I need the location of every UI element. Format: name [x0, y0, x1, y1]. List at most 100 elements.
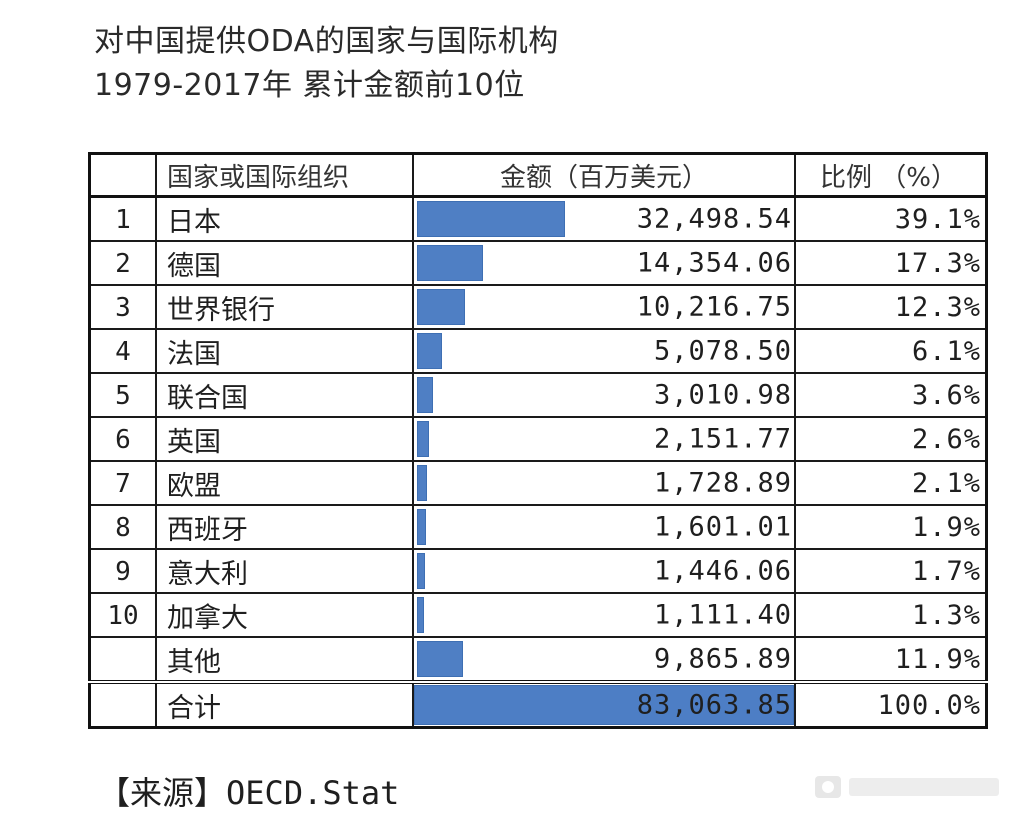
pct-text: 6.1%: [911, 335, 981, 367]
table-row: 2 德国 14,354.06 17.3%: [88, 240, 988, 286]
watermark-logo: [815, 776, 999, 798]
header-rank: [88, 152, 157, 198]
rank-cell: 8: [88, 504, 157, 550]
rank-cell: 4: [88, 328, 157, 374]
title-line-1: 对中国提供ODA的国家与国际机构: [94, 24, 559, 59]
amount-cell: 1,728.89: [412, 460, 796, 506]
amount-cell: 1,111.40: [412, 592, 796, 638]
name-cell: 世界银行: [155, 284, 414, 330]
rank-cell: 5: [88, 372, 157, 418]
amount-text: 1,728.89: [653, 467, 792, 499]
name-cell: 欧盟: [155, 460, 414, 506]
pct-text: 11.9%: [894, 643, 981, 675]
rank-cell: 2: [88, 240, 157, 286]
amount-cell: 10,216.75: [412, 284, 796, 330]
pct-cell: 1.9%: [794, 504, 988, 550]
pct-cell: 12.3%: [794, 284, 988, 330]
table-row: 6 英国 2,151.77 2.6%: [88, 416, 988, 462]
name-cell: 合计: [155, 680, 414, 729]
pct-cell: 39.1%: [794, 195, 988, 242]
pct-text: 1.3%: [911, 599, 981, 631]
name-cell: 英国: [155, 416, 414, 462]
pct-text: 12.3%: [894, 291, 981, 323]
rank-text: 8: [115, 512, 131, 543]
table-row: 4 法国 5,078.50 6.1%: [88, 328, 988, 374]
rank-cell: 7: [88, 460, 157, 506]
amount-bar: [417, 289, 465, 325]
pct-text: 2.1%: [911, 467, 981, 499]
amount-text: 32,498.54: [636, 203, 792, 235]
amount-bar: [417, 465, 427, 501]
rank-cell: 6: [88, 416, 157, 462]
amount-cell: 1,601.01: [412, 504, 796, 550]
table-row: 5 联合国 3,010.98 3.6%: [88, 372, 988, 418]
pct-cell: 3.6%: [794, 372, 988, 418]
pct-text: 2.6%: [911, 423, 981, 455]
amount-cell: 83,063.85: [412, 680, 796, 729]
pct-cell: 2.6%: [794, 416, 988, 462]
name-cell: 联合国: [155, 372, 414, 418]
pct-cell: 1.3%: [794, 592, 988, 638]
amount-bar: [417, 377, 433, 413]
table-body: 1 日本 32,498.54 39.1% 2 德国 14,354.06 17.3% 3 世界银行 1…: [88, 195, 988, 729]
pct-cell: 11.9%: [794, 636, 988, 683]
amount-cell: 5,078.50: [412, 328, 796, 374]
name-cell: 意大利: [155, 548, 414, 594]
header-pct: 比例 （%）: [794, 152, 988, 198]
name-cell: 西班牙: [155, 504, 414, 550]
amount-cell: 3,010.98: [412, 372, 796, 418]
amount-bar: [417, 641, 463, 677]
rank-cell: [88, 636, 157, 683]
amount-text: 1,446.06: [653, 555, 792, 587]
table-row: 8 西班牙 1,601.01 1.9%: [88, 504, 988, 550]
total-bar: [415, 685, 793, 725]
rank-cell: 1: [88, 195, 157, 242]
rank-text: 4: [115, 336, 131, 367]
pct-cell: 17.3%: [794, 240, 988, 286]
source-note: 【来源】OECD.Stat: [98, 768, 399, 814]
table-total-row: 合计 83,063.85 100.0%: [88, 680, 988, 729]
pct-text: 100.0%: [877, 689, 981, 721]
rank-text: 10: [107, 600, 139, 631]
pct-text: 1.9%: [911, 511, 981, 543]
name-cell: 加拿大: [155, 592, 414, 638]
pct-text: 1.7%: [911, 555, 981, 587]
amount-text: 10,216.75: [636, 291, 792, 323]
name-cell: 德国: [155, 240, 414, 286]
rank-cell: 10: [88, 592, 157, 638]
rank-text: 5: [115, 380, 131, 411]
name-cell: 法国: [155, 328, 414, 374]
pct-cell: 2.1%: [794, 460, 988, 506]
amount-bar: [417, 201, 565, 237]
rank-text: 9: [115, 556, 131, 587]
amount-text: 2,151.77: [653, 423, 792, 455]
pct-text: 3.6%: [911, 379, 981, 411]
table-row: 9 意大利 1,446.06 1.7%: [88, 548, 988, 594]
amount-cell: 14,354.06: [412, 240, 796, 286]
table-row: 3 世界银行 10,216.75 12.3%: [88, 284, 988, 330]
name-cell: 其他: [155, 636, 414, 683]
amount-text: 9,865.89: [653, 643, 792, 675]
amount-cell: 1,446.06: [412, 548, 796, 594]
rank-text: 7: [115, 468, 131, 499]
amount-text: 14,354.06: [636, 247, 792, 279]
header-amount: 金额（百万美元）: [412, 152, 796, 198]
source-text: OECD.Stat: [226, 774, 400, 812]
amount-bar: [417, 597, 424, 633]
amount-bar: [417, 245, 483, 281]
table-row: 1 日本 32,498.54 39.1%: [88, 195, 988, 242]
oda-table: 国家或国际组织 金额（百万美元） 比例 （%） 1 日本 32,498.54 39.1…: [88, 152, 988, 729]
amount-bar: [417, 421, 429, 457]
amount-text: 83,063.85: [636, 689, 792, 721]
pct-text: 17.3%: [894, 247, 981, 279]
rank-cell: 9: [88, 548, 157, 594]
header-name: 国家或国际组织: [155, 152, 414, 198]
table-row: 其他 9,865.89 11.9%: [88, 636, 988, 683]
pct-cell: 100.0%: [794, 680, 988, 729]
amount-text: 1,601.01: [653, 511, 792, 543]
amount-cell: 32,498.54: [412, 195, 796, 242]
amount-text: 3,010.98: [653, 379, 792, 411]
table-row: 7 欧盟 1,728.89 2.1%: [88, 460, 988, 506]
amount-cell: 2,151.77: [412, 416, 796, 462]
amount-bar: [417, 509, 426, 545]
